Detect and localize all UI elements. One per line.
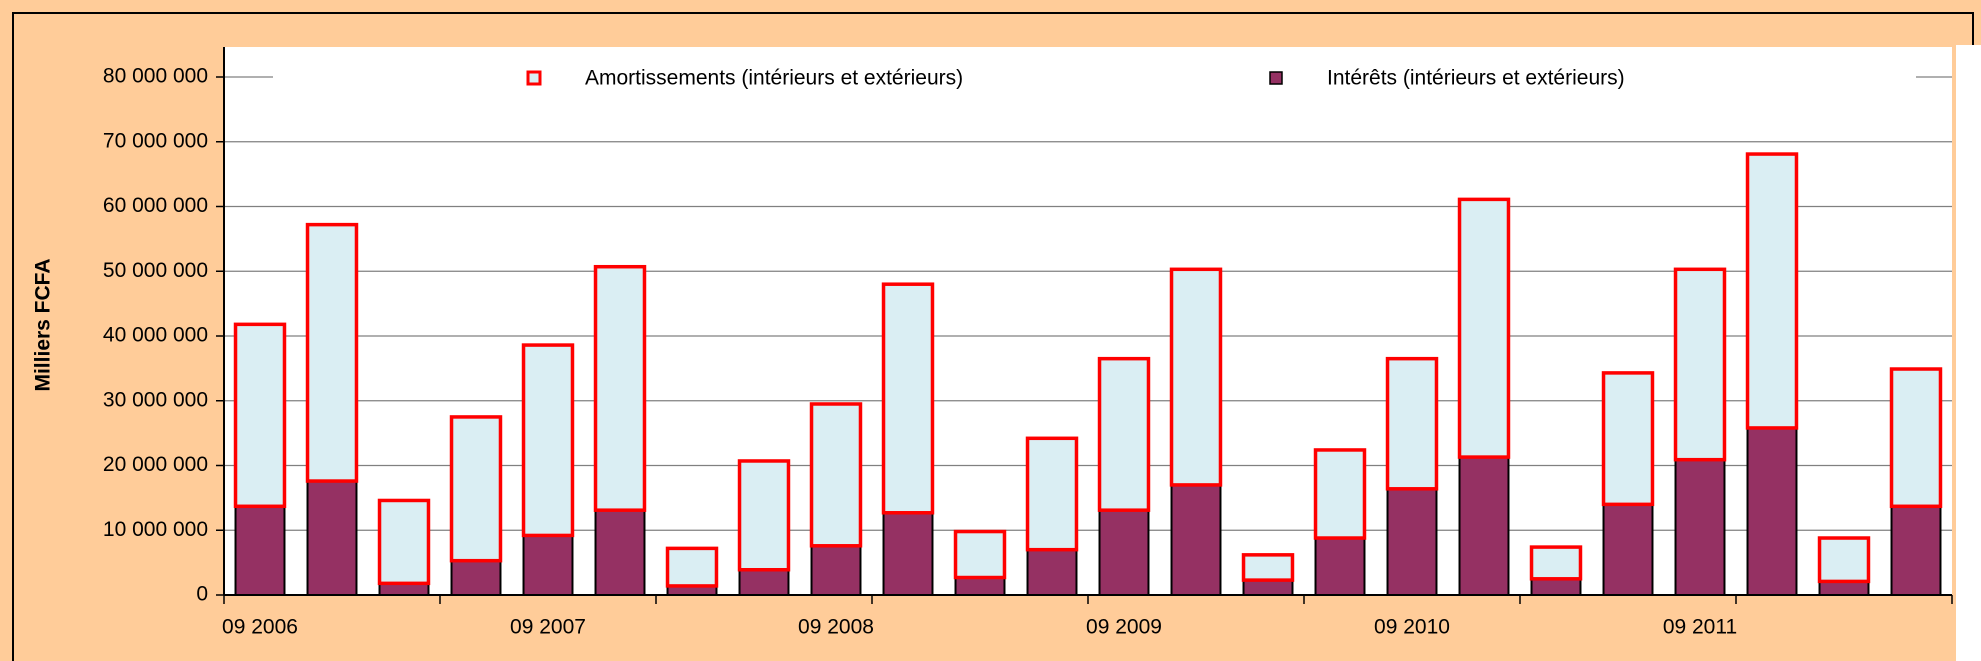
frame-strip <box>1956 45 1981 661</box>
bar-segment <box>810 544 862 596</box>
bar-segment <box>1313 448 1367 540</box>
x-tick-label: 09 2008 <box>798 616 874 639</box>
y-tick-label: 60 000 000 <box>103 194 208 217</box>
y-tick-label: 50 000 000 <box>103 259 208 282</box>
bar-segment <box>1818 580 1870 597</box>
x-tick-label: 09 2011 <box>1663 616 1737 639</box>
y-tick-label: 20 000 000 <box>103 453 208 476</box>
bar-segment <box>1889 367 1943 509</box>
bar-segment <box>1745 152 1799 430</box>
bar-segment <box>1529 545 1583 581</box>
bar-segment <box>233 322 287 509</box>
bar-segment <box>1241 553 1295 582</box>
y-axis-label: Milliers FCFA <box>32 258 55 391</box>
legend-label: Amortissements (intérieurs et extérieurs… <box>585 67 963 90</box>
y-tick-label: 0 <box>196 583 208 606</box>
bar-segment <box>953 529 1007 580</box>
bar-segment <box>1601 371 1655 507</box>
bar-segment <box>1457 197 1511 459</box>
bar-segment <box>1169 267 1223 487</box>
x-tick-label: 09 2007 <box>510 616 586 639</box>
bar-segment <box>1097 356 1151 512</box>
bar-segment <box>1026 548 1078 596</box>
bar-segment <box>450 559 502 596</box>
legend-label: Intérêts (intérieurs et extérieurs) <box>1327 67 1625 90</box>
bar-segment <box>1817 536 1871 584</box>
bar-segment <box>1458 456 1510 596</box>
bar-segment <box>1385 356 1439 491</box>
y-tick-label: 70 000 000 <box>103 129 208 152</box>
x-tick-label: 09 2010 <box>1374 616 1450 639</box>
bar-segment <box>882 511 934 597</box>
bar-segment <box>1602 503 1654 597</box>
bar-segment <box>738 568 790 596</box>
bar-segment <box>1674 458 1726 596</box>
bar-segment <box>522 534 574 596</box>
bar-segment <box>521 343 575 538</box>
x-tick-label: 09 2009 <box>1086 616 1162 639</box>
bar-segment <box>1673 267 1727 462</box>
bar-segment <box>881 282 935 515</box>
plot-area <box>224 47 1952 595</box>
bar-segment <box>1314 537 1366 597</box>
bar-segment <box>1025 436 1079 552</box>
legend-marker <box>526 70 542 86</box>
bar-segment <box>1746 426 1798 596</box>
bar-segment <box>305 222 359 483</box>
bar-segment <box>594 509 646 596</box>
bar-segment <box>234 505 286 597</box>
bar-segment <box>954 576 1006 597</box>
bar-segment <box>1242 579 1294 596</box>
bar-segment <box>1890 505 1942 597</box>
y-tick-label: 80 000 000 <box>103 65 208 88</box>
bar-segment <box>1530 577 1582 596</box>
bar-segment <box>593 264 647 512</box>
bar-segment <box>1170 483 1222 596</box>
bar-segment <box>377 498 431 586</box>
legend-marker <box>1269 71 1283 85</box>
y-tick-label: 40 000 000 <box>103 324 208 347</box>
bar-segment <box>665 546 719 588</box>
bar-segment <box>737 459 791 572</box>
y-tick-label: 30 000 000 <box>103 388 208 411</box>
legend-box <box>273 62 1916 96</box>
bar-segment <box>306 480 358 597</box>
bar-segment <box>449 415 503 563</box>
x-tick-label: 09 2006 <box>222 616 298 639</box>
bar-segment <box>1386 487 1438 596</box>
bar-segment <box>809 402 863 548</box>
y-tick-label: 10 000 000 <box>103 518 208 541</box>
bar-segment <box>1098 509 1150 596</box>
